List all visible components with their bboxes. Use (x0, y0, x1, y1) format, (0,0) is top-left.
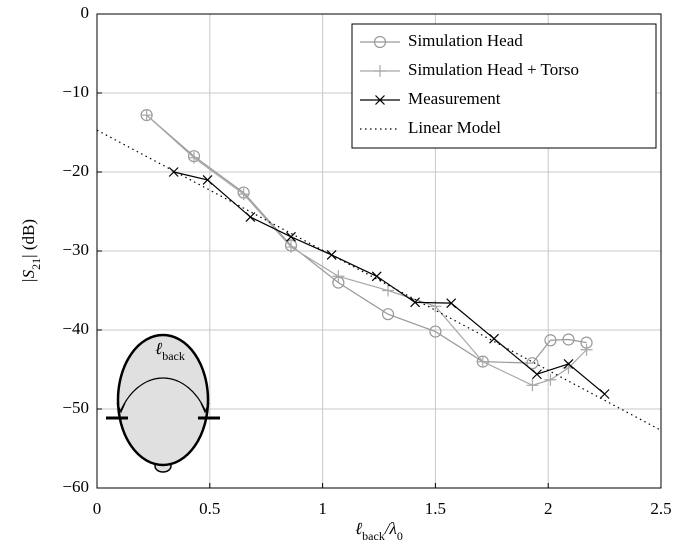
legend-marker (375, 95, 385, 105)
x-axis-label-part: /λ (384, 519, 397, 538)
annotation: ℓback (155, 339, 185, 363)
series-line (97, 129, 661, 431)
legend-marker (373, 35, 387, 49)
marker (237, 188, 250, 201)
marker (188, 151, 201, 164)
marker (563, 359, 574, 369)
marker (429, 325, 442, 338)
x-axis-label-part: ℓ (355, 519, 362, 538)
marker (168, 167, 179, 177)
marker (410, 297, 421, 308)
marker (562, 333, 575, 346)
x-axis-label-part: 0 (397, 529, 403, 542)
marker (476, 355, 489, 368)
legend-box (351, 23, 657, 149)
marker (544, 334, 557, 347)
y-tick-label: −50 (62, 398, 89, 417)
x-axis-label-part: back (362, 529, 385, 542)
y-tick-label: −20 (62, 161, 89, 180)
x-tick-label: 2 (544, 499, 553, 518)
marker (531, 369, 542, 380)
legend-label: Measurement (408, 89, 501, 108)
head-icon (106, 333, 220, 473)
marker (140, 109, 153, 122)
y-tick-label: 0 (81, 3, 90, 22)
marker (544, 373, 557, 386)
marker (332, 270, 345, 283)
marker (526, 357, 539, 370)
x-axis-label: ℓback/λ0 (355, 519, 403, 542)
marker (202, 174, 213, 185)
y-axis-label-part: | (dB) (19, 219, 38, 258)
x-tick-label: 0.5 (199, 499, 220, 518)
marker (286, 231, 296, 242)
legend-marker (374, 65, 386, 77)
x-tick-label: 1 (318, 499, 327, 518)
marker (371, 271, 382, 282)
marker (382, 284, 395, 297)
annotation-part: ℓ (155, 339, 162, 358)
annotation-part: back (162, 349, 185, 363)
y-tick-label: −40 (62, 319, 89, 338)
x-tick-label: 2.5 (650, 499, 671, 518)
legend-label: Simulation Head + Torso (408, 60, 579, 79)
marker (580, 343, 593, 356)
series-line (173, 171, 605, 395)
marker (381, 308, 395, 321)
y-tick-label: −60 (62, 477, 89, 496)
marker (245, 212, 256, 222)
legend-label: Simulation Head (408, 31, 523, 50)
x-tick-label: 1.5 (425, 499, 446, 518)
y-axis-label-part: |S (19, 269, 38, 283)
y-tick-label: −10 (62, 82, 89, 101)
series-line (146, 114, 587, 364)
x-tick-label: 0 (93, 499, 102, 518)
series-line (146, 114, 587, 386)
marker (526, 379, 539, 392)
marker (285, 241, 298, 254)
marker (489, 333, 499, 344)
legend-label: Linear Model (408, 118, 501, 137)
y-axis-label-part: 21 (29, 258, 43, 270)
y-tick-label: −30 (62, 240, 89, 259)
marker (446, 298, 457, 309)
marker (599, 389, 610, 399)
y-axis-label: |S21| (dB) (19, 219, 43, 283)
